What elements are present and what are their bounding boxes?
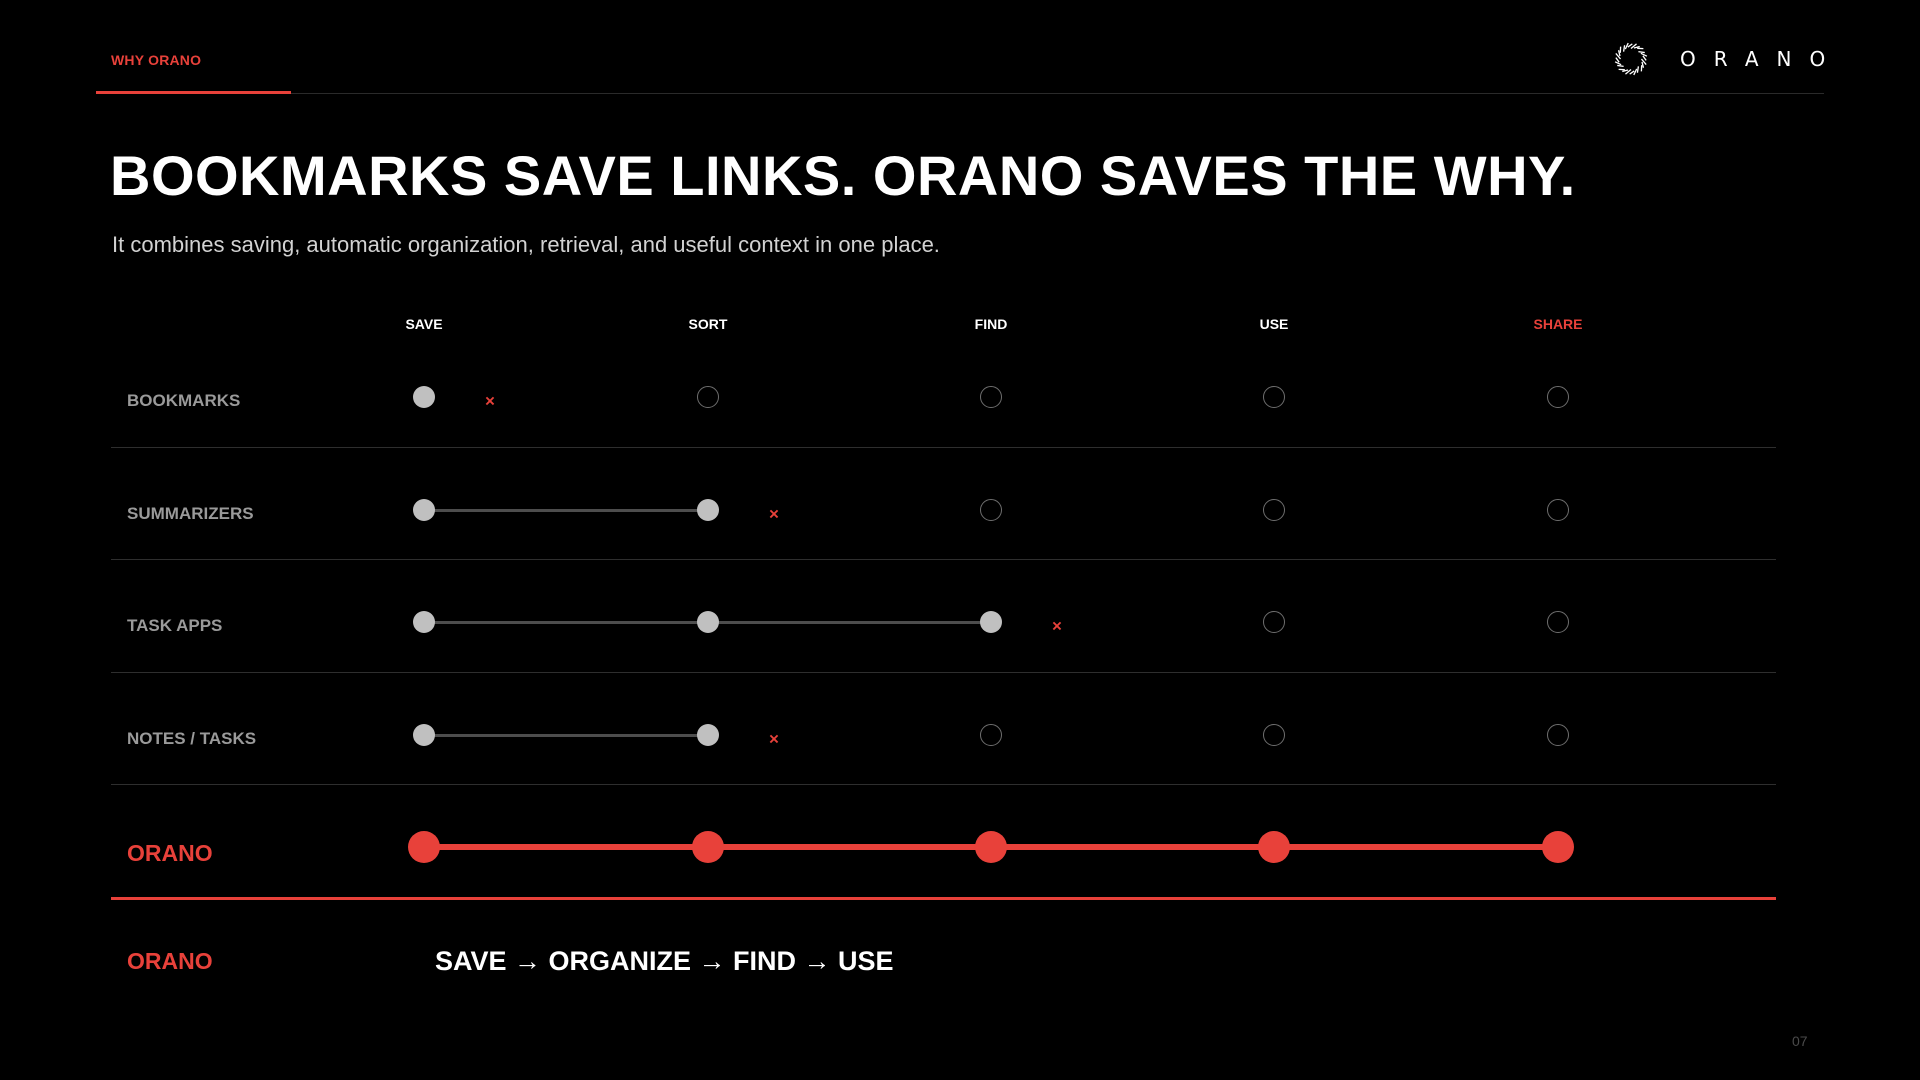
row-divider-notes-tasks (111, 784, 1776, 785)
row-label-bookmarks: BOOKMARKS (127, 391, 241, 410)
step-empty-dot-notes-tasks-use (1263, 724, 1285, 746)
step-empty-dot-task-apps-use (1263, 611, 1285, 633)
row-divider-orano (111, 897, 1776, 900)
step-filled-dot-task-apps-sort (697, 611, 719, 633)
step-filled-dot-summarizers-save (413, 499, 435, 521)
orano-ring-logo-icon (1614, 42, 1648, 76)
step-filled-dot-notes-tasks-save (413, 724, 435, 746)
row-label-notes-tasks: NOTES / TASKS (127, 729, 257, 748)
row-divider-bookmarks (111, 447, 1776, 448)
column-header-find: FIND (974, 316, 1008, 332)
step-filled-dot-orano-use (1258, 831, 1290, 863)
step-empty-dot-summarizers-find (980, 499, 1002, 521)
stop-x-icon-task-apps: × (1052, 616, 1062, 636)
flow-label: ORANO (127, 948, 213, 974)
progress-track-notes-tasks (424, 733, 708, 737)
step-empty-dot-task-apps-share (1547, 611, 1569, 633)
page-subtitle: It combines saving, automatic organizati… (112, 232, 940, 257)
step-empty-dot-bookmarks-share (1547, 386, 1569, 408)
step-empty-dot-notes-tasks-share (1547, 724, 1569, 746)
row-label-orano: ORANO (127, 840, 213, 866)
step-empty-dot-bookmarks-sort (697, 386, 719, 408)
progress-track-summarizers (424, 508, 708, 512)
brand-logo: ORANO (1612, 40, 1843, 78)
stop-x-icon-notes-tasks: × (769, 729, 779, 749)
step-filled-dot-notes-tasks-sort (697, 724, 719, 746)
step-empty-dot-bookmarks-use (1263, 386, 1285, 408)
row-label-summarizers: SUMMARIZERS (127, 504, 254, 523)
logo-wordmark: ORANO (1680, 47, 1844, 71)
step-empty-dot-notes-tasks-find (980, 724, 1002, 746)
stop-x-icon-summarizers: × (769, 504, 779, 524)
top-rule-accent (96, 91, 291, 94)
step-empty-dot-bookmarks-find (980, 386, 1002, 408)
column-header-save: SAVE (405, 316, 443, 332)
step-filled-dot-task-apps-save (413, 611, 435, 633)
top-rule (96, 93, 1824, 94)
row-divider-summarizers (111, 559, 1776, 560)
step-filled-dot-orano-sort (692, 831, 724, 863)
step-filled-dot-orano-share (1542, 831, 1574, 863)
row-label-task-apps: TASK APPS (127, 616, 223, 635)
row-divider-task-apps (111, 672, 1776, 673)
page-title: BOOKMARKS SAVE LINKS. ORANO SAVES THE WH… (110, 144, 1576, 207)
column-header-sort: SORT (688, 316, 728, 332)
section-label: WHY ORANO (111, 52, 202, 68)
step-filled-dot-orano-save (408, 831, 440, 863)
column-header-share: SHARE (1533, 316, 1583, 332)
stop-x-icon-bookmarks: × (485, 391, 495, 411)
column-header-use: USE (1259, 316, 1289, 332)
step-filled-dot-summarizers-sort (697, 499, 719, 521)
step-empty-dot-summarizers-share (1547, 499, 1569, 521)
step-empty-dot-summarizers-use (1263, 499, 1285, 521)
flow-text: SAVE → ORGANIZE → FIND → USE (435, 946, 894, 976)
step-filled-dot-bookmarks-save (413, 386, 435, 408)
page-number: 07 (1792, 1033, 1808, 1049)
step-filled-dot-task-apps-find (980, 611, 1002, 633)
step-filled-dot-orano-find (975, 831, 1007, 863)
